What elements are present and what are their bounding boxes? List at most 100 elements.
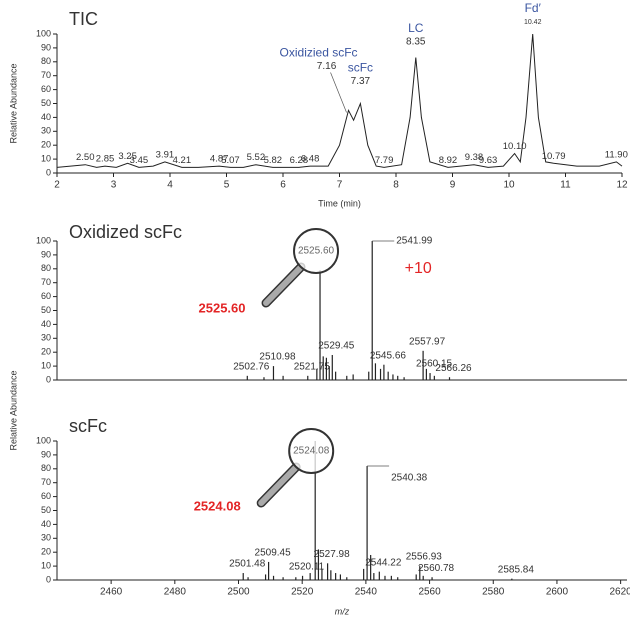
y-tick-label: 100	[36, 435, 51, 445]
peak-label: 3.45	[130, 155, 149, 166]
peak-label: 8.92	[439, 155, 458, 166]
x-tick-label: 3	[111, 180, 117, 191]
highlight-label: 2525.60	[199, 300, 246, 315]
peak-label: 9.63	[479, 155, 498, 166]
x-tick-label: 8	[393, 180, 399, 191]
highlight-label: 2524.08	[194, 498, 241, 513]
y-tick-label: 30	[41, 533, 51, 543]
x-tick-label: 2520	[291, 587, 314, 598]
peak-label: 5.07	[221, 155, 240, 166]
y-tick-label: 10	[41, 560, 51, 570]
y-tick-label: 60	[41, 291, 51, 301]
y-tick-label: 80	[41, 56, 51, 66]
peak-label: 10.42	[524, 19, 542, 26]
x-tick-label: 4	[167, 180, 173, 191]
x-tick-label: 2500	[227, 587, 250, 598]
y-tick-label: 90	[41, 449, 51, 459]
peak-label: 2521.75	[294, 361, 331, 372]
peak-label: 2527.98	[314, 549, 351, 560]
peak-label: 2560.78	[418, 563, 455, 574]
magnifier-handle	[258, 464, 300, 506]
peak-label: 2585.84	[498, 564, 535, 575]
y-tick-label: 30	[41, 333, 51, 343]
y-tick-label: 90	[41, 42, 51, 52]
x-axis-label: Time (min)	[318, 198, 361, 208]
x-tick-label: 2580	[482, 587, 505, 598]
peak-name: scFc	[348, 61, 373, 75]
peak-label: 9.38	[465, 152, 484, 163]
peak-name: LC	[408, 21, 424, 35]
y-tick-label: 100	[36, 235, 51, 245]
y-tick-label: 80	[41, 463, 51, 473]
x-tick-label: 10	[503, 180, 515, 191]
peak-label: 4.87	[210, 154, 229, 165]
y-tick-label: 0	[46, 167, 51, 177]
y-tick-label: 70	[41, 70, 51, 80]
y-tick-label: 0	[46, 374, 51, 384]
peak-label: 6.28	[290, 155, 309, 166]
peak-label: 2.85	[96, 154, 115, 165]
y-axis-label: Relative Abundance	[8, 370, 18, 450]
peak-label: 2525.60	[298, 246, 335, 257]
peak-label: 7.16	[317, 61, 337, 72]
x-tick-label: 2	[54, 180, 60, 191]
magnifier-handle	[263, 264, 305, 306]
x-tick-label: 2560	[418, 587, 441, 598]
peak-label: 2502.76	[233, 361, 270, 372]
y-tick-label: 60	[41, 491, 51, 501]
peak-label: 2529.45	[318, 341, 355, 352]
peak-label: 2566.26	[435, 363, 472, 374]
peak-label: 3.25	[118, 151, 137, 162]
x-tick-label: 6	[280, 180, 286, 191]
peak-label: 8.35	[406, 36, 426, 47]
y-tick-label: 30	[41, 126, 51, 136]
peak-label: 11.90	[605, 149, 628, 160]
peak-label: 4.21	[173, 155, 192, 166]
peak-label: 3.91	[156, 149, 175, 160]
y-tick-label: 20	[41, 547, 51, 557]
chromatogram-trace	[56, 33, 623, 168]
magnifier-lens	[293, 228, 340, 274]
x-tick-label: 2620	[610, 587, 630, 598]
x-tick-label: 11	[560, 180, 571, 191]
shift-label: +10	[405, 260, 432, 277]
peak-label: 2556.93	[406, 552, 443, 563]
x-tick-label: 7	[337, 180, 343, 191]
peak-label: 2501.48	[229, 559, 266, 570]
peak-label: 2544.22	[365, 557, 402, 568]
x-tick-label: 12	[616, 180, 628, 191]
peak-label: 2545.66	[370, 350, 407, 361]
x-tick-label: 2540	[355, 587, 378, 598]
y-tick-label: 40	[41, 319, 51, 329]
peak-label: 2510.98	[259, 352, 296, 363]
y-axis-label: Relative Abundance	[8, 63, 18, 143]
peak-label: 10.10	[503, 141, 527, 152]
y-tick-label: 50	[41, 305, 51, 315]
peak-name: Oxidizied scFc	[280, 46, 358, 60]
peak-name: Fd′	[525, 1, 542, 15]
magnifier-lens	[288, 428, 335, 474]
peak-label: 2541.99	[396, 236, 433, 247]
panel-title: Oxidized scFc	[69, 222, 182, 242]
y-tick-label: 20	[41, 347, 51, 357]
peak-label: 5.82	[264, 155, 283, 166]
peak-label: 2509.45	[255, 548, 292, 559]
x-axis-label: m/z	[335, 606, 350, 616]
y-tick-label: 80	[41, 263, 51, 273]
peak-label: 2540.38	[391, 473, 428, 484]
peak-label: 2524.08	[293, 446, 330, 457]
panel-title: TIC	[69, 9, 98, 29]
leader-line	[330, 72, 347, 113]
peak-label: 7.37	[351, 76, 371, 87]
peak-label: 2520.11	[289, 561, 325, 572]
y-tick-label: 40	[41, 519, 51, 529]
y-tick-label: 100	[36, 28, 51, 38]
peak-label: 7.79	[375, 155, 394, 166]
y-tick-label: 0	[46, 574, 51, 584]
panel-title: scFc	[69, 416, 107, 436]
peak-label: 2.50	[76, 152, 95, 163]
peak-label: 2557.97	[409, 336, 446, 347]
peak-label: 10.79	[542, 151, 566, 162]
